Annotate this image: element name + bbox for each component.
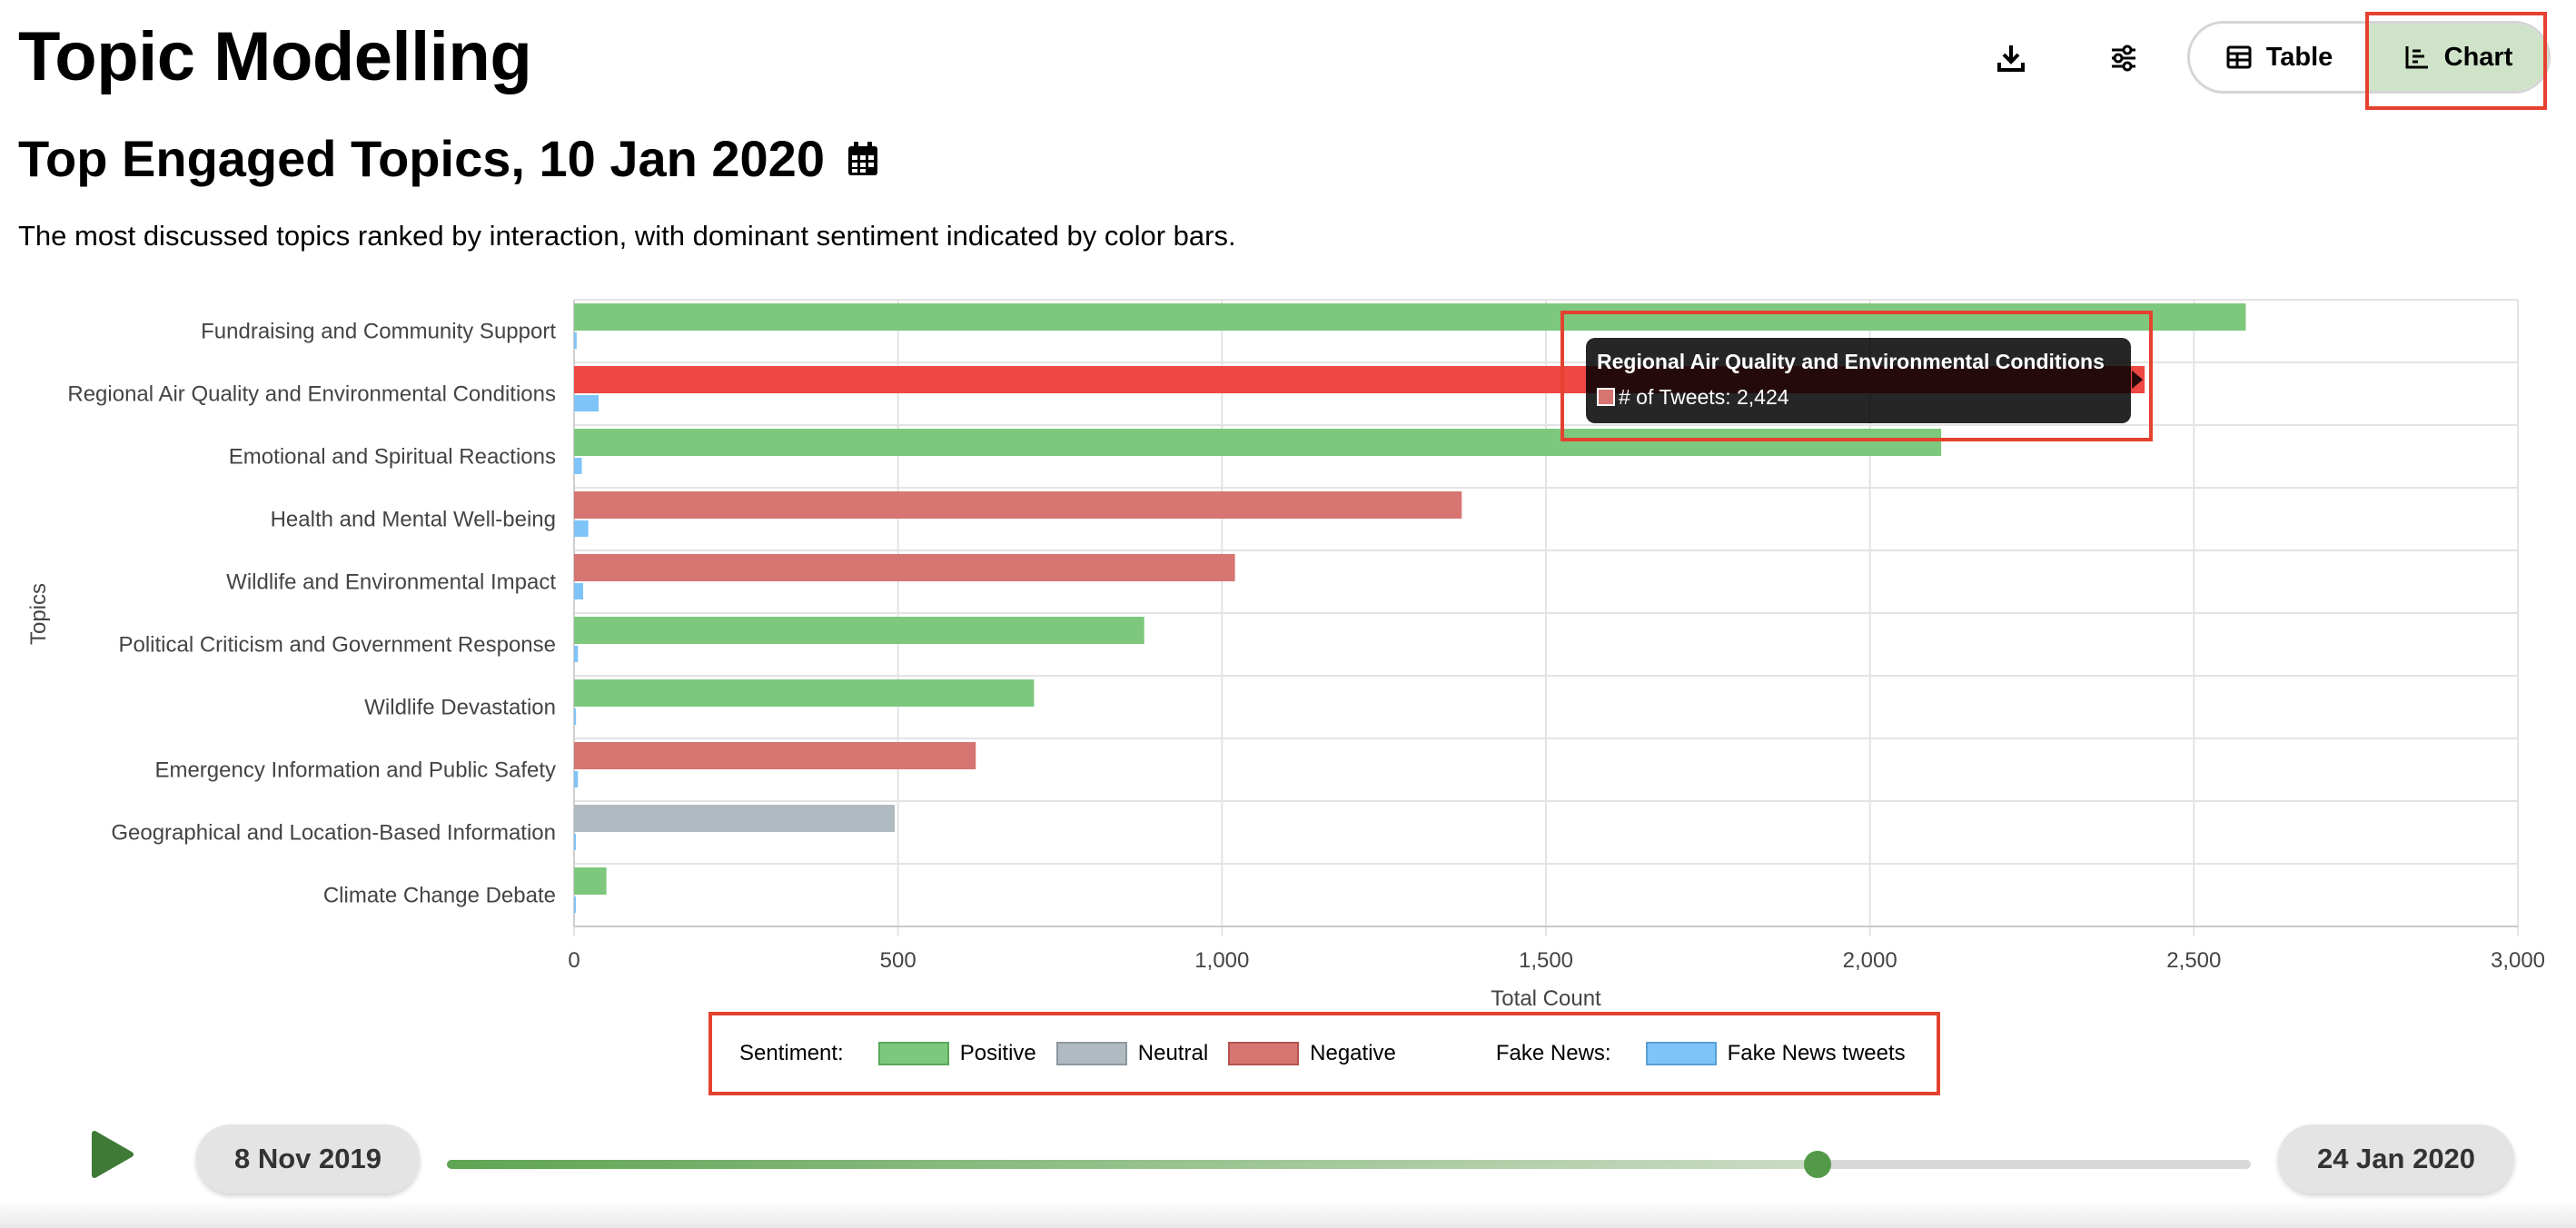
y-category-label-health-and-mental-well-being: Health and Mental Well-being xyxy=(271,508,556,532)
y-axis-labels: Fundraising and Community Support Regiona… xyxy=(67,320,556,908)
download-button[interactable] xyxy=(1986,33,2036,84)
x-axis-ticks: 0 500 1,000 1,500 2,000 2,500 3,000 xyxy=(568,948,2545,973)
calendar-icon[interactable] xyxy=(847,141,879,177)
bottom-fade xyxy=(0,1201,2576,1228)
chart-title: Top Engaged Topics, 10 Jan 2020 xyxy=(18,130,825,187)
timeline-slider-fill xyxy=(447,1160,1818,1169)
legend-label-neutral: Neutral xyxy=(1137,1041,1209,1065)
tooltip-title: Regional Air Quality and Environmental C… xyxy=(1597,350,2105,373)
y-category-label-political-criticism-and-government-response: Political Criticism and Government Respo… xyxy=(118,633,556,658)
y-category-label-wildlife-and-environmental-impact: Wildlife and Environmental Impact xyxy=(226,570,556,595)
x-tick-label: 1,000 xyxy=(1194,948,1249,973)
legend-swatch-neutral xyxy=(1055,1042,1127,1065)
sliders-icon xyxy=(2112,45,2135,72)
x-tick-label: 500 xyxy=(880,948,916,973)
settings-button[interactable] xyxy=(2098,33,2149,84)
bar-fake-news-emergency-information-and-public-safety[interactable] xyxy=(574,771,579,787)
legend-swatch-positive xyxy=(877,1042,949,1065)
bar-fake-news-health-and-mental-well-being[interactable] xyxy=(574,520,589,537)
y-category-label-climate-change-debate: Climate Change Debate xyxy=(323,884,556,908)
legend-fake-news-label: Fake News: xyxy=(1495,1041,1611,1065)
page-title: Topic Modelling xyxy=(18,18,532,95)
download-icon xyxy=(1997,45,2025,72)
bar-fake-news-fundraising-and-community-support[interactable] xyxy=(574,332,577,349)
y-category-label-wildlife-devastation: Wildlife Devastation xyxy=(364,696,556,720)
chart-tooltip: Regional Air Quality and Environmental C… xyxy=(1586,338,2131,423)
legend-swatch-fake-news xyxy=(1645,1042,1717,1065)
bar-fake-news-emotional-and-spiritual-reactions[interactable] xyxy=(574,458,582,474)
legend-item-neutral[interactable]: Neutral xyxy=(1055,1041,1209,1066)
x-tick-label: 2,500 xyxy=(2166,948,2221,973)
x-tick-label: 0 xyxy=(568,948,580,973)
bar-tweets-health-and-mental-well-being[interactable] xyxy=(574,491,1462,519)
chart-title-row: Top Engaged Topics, 10 Jan 2020 xyxy=(18,127,879,191)
timeline-slider-thumb[interactable] xyxy=(1804,1151,1832,1178)
y-category-label-emergency-information-and-public-safety: Emergency Information and Public Safety xyxy=(154,758,556,783)
legend-item-positive[interactable]: Positive xyxy=(877,1041,1036,1066)
x-tick-label: 2,000 xyxy=(1843,948,1897,973)
bar-tweets-political-criticism-and-government-response[interactable] xyxy=(574,617,1144,644)
timeline-end-date: 24 Jan 2020 xyxy=(2278,1124,2514,1193)
bar-tweets-climate-change-debate[interactable] xyxy=(574,867,607,895)
x-tick-label: 1,500 xyxy=(1519,948,1573,973)
view-toggle: Table Chart xyxy=(2187,21,2551,94)
chart-view-button[interactable]: Chart xyxy=(2369,24,2548,91)
chart-view-label: Chart xyxy=(2443,42,2513,72)
bar-tweets-emotional-and-spiritual-reactions[interactable] xyxy=(574,429,1942,456)
tooltip-color-swatch xyxy=(1597,388,1615,406)
tooltip-pointer xyxy=(2132,371,2144,389)
bar-chart-icon xyxy=(2405,46,2428,69)
bar-fake-news-political-criticism-and-government-response[interactable] xyxy=(574,646,579,662)
y-category-label-regional-air-quality-and-environmental-conditions: Regional Air Quality and Environmental C… xyxy=(67,382,556,407)
tooltip-value: # of Tweets: 2,424 xyxy=(1619,385,1789,409)
legend-item-negative[interactable]: Negative xyxy=(1228,1041,1396,1066)
bar-tweets-geographical-and-location-based-information[interactable] xyxy=(574,805,896,832)
bar-tweets-fundraising-and-community-support[interactable] xyxy=(574,303,2246,331)
tooltip-body: # of Tweets: 2,424 xyxy=(1597,381,2120,412)
bar-fake-news-wildlife-and-environmental-impact[interactable] xyxy=(574,583,583,599)
bar-fake-news-wildlife-devastation[interactable] xyxy=(574,708,577,725)
legend-label-negative: Negative xyxy=(1310,1041,1396,1065)
y-category-label-emotional-and-spiritual-reactions: Emotional and Spiritual Reactions xyxy=(229,445,556,470)
x-axis-title: Total Count xyxy=(1491,986,1601,1011)
chart-description: The most discussed topics ranked by inte… xyxy=(18,220,1236,252)
y-axis-title: Topics xyxy=(26,583,51,645)
legend-label-positive: Positive xyxy=(959,1041,1036,1065)
x-tick-label: 3,000 xyxy=(2491,948,2545,973)
chart-legend: Sentiment: Positive Neutral Negative Fak… xyxy=(708,1012,1940,1095)
y-category-label-geographical-and-location-based-information: Geographical and Location-Based Informat… xyxy=(111,821,556,846)
bar-fake-news-regional-air-quality-and-environmental-conditions[interactable] xyxy=(574,395,599,411)
play-icon xyxy=(92,1131,134,1178)
bar-tweets-emergency-information-and-public-safety[interactable] xyxy=(574,742,976,769)
legend-sentiment-label: Sentiment: xyxy=(739,1041,844,1065)
timeline-slider[interactable] xyxy=(447,1151,2251,1178)
y-category-label-fundraising-and-community-support: Fundraising and Community Support xyxy=(201,320,556,344)
legend-swatch-negative xyxy=(1228,1042,1300,1065)
legend-label-fake-news: Fake News tweets xyxy=(1727,1041,1906,1065)
timeline-start-date: 8 Nov 2019 xyxy=(196,1124,420,1193)
table-view-label: Table xyxy=(2265,42,2333,72)
bar-fake-news-geographical-and-location-based-information[interactable] xyxy=(574,834,576,850)
bar-tweets-wildlife-devastation[interactable] xyxy=(574,679,1035,707)
play-button[interactable] xyxy=(91,1130,134,1179)
bar-tweets-wildlife-and-environmental-impact[interactable] xyxy=(574,554,1235,581)
table-icon xyxy=(2226,45,2252,69)
bar-chart: 0 500 1,000 1,500 2,000 2,500 3,000 Fundraisin… xyxy=(26,299,2545,1011)
bar-fake-news-climate-change-debate[interactable] xyxy=(574,896,576,913)
table-view-button[interactable]: Table xyxy=(2190,24,2369,91)
legend-item-fake-news[interactable]: Fake News tweets xyxy=(1645,1041,1906,1066)
